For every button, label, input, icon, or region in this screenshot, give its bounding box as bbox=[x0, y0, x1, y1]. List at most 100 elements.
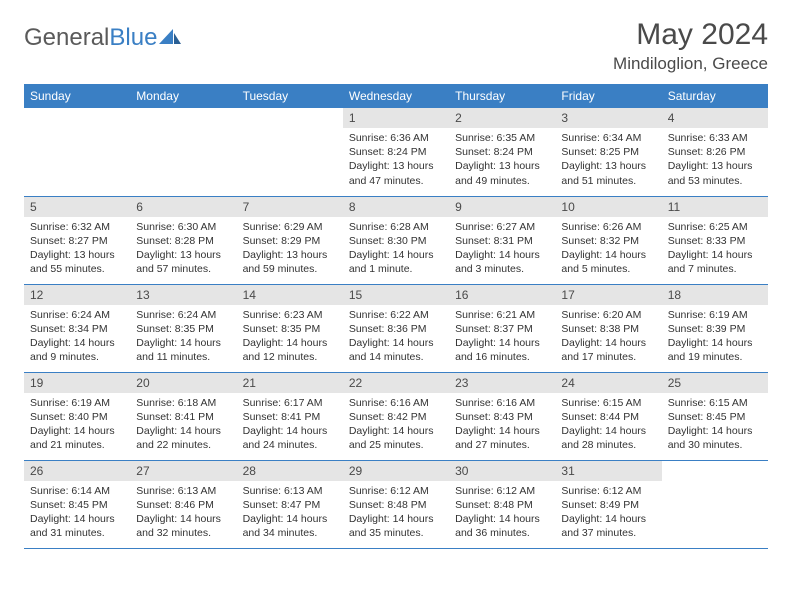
day-number: 8 bbox=[343, 197, 449, 217]
calendar-day-cell: 6Sunrise: 6:30 AMSunset: 8:28 PMDaylight… bbox=[130, 196, 236, 284]
day-details: Sunrise: 6:26 AMSunset: 8:32 PMDaylight:… bbox=[555, 217, 661, 282]
day-details: Sunrise: 6:16 AMSunset: 8:42 PMDaylight:… bbox=[343, 393, 449, 458]
brand-logo: GeneralBlue bbox=[24, 18, 181, 52]
calendar-day-cell: 5Sunrise: 6:32 AMSunset: 8:27 PMDaylight… bbox=[24, 196, 130, 284]
day-details: Sunrise: 6:17 AMSunset: 8:41 PMDaylight:… bbox=[237, 393, 343, 458]
day-number: 31 bbox=[555, 461, 661, 481]
calendar-day-cell: 17Sunrise: 6:20 AMSunset: 8:38 PMDayligh… bbox=[555, 284, 661, 372]
calendar-day-cell: 23Sunrise: 6:16 AMSunset: 8:43 PMDayligh… bbox=[449, 372, 555, 460]
calendar-day-cell: 26Sunrise: 6:14 AMSunset: 8:45 PMDayligh… bbox=[24, 460, 130, 548]
day-number: 18 bbox=[662, 285, 768, 305]
day-number: 13 bbox=[130, 285, 236, 305]
day-details: Sunrise: 6:21 AMSunset: 8:37 PMDaylight:… bbox=[449, 305, 555, 370]
day-number: 7 bbox=[237, 197, 343, 217]
weekday-header: Monday bbox=[130, 84, 236, 108]
day-number: 24 bbox=[555, 373, 661, 393]
day-number: 14 bbox=[237, 285, 343, 305]
calendar-body: 1Sunrise: 6:36 AMSunset: 8:24 PMDaylight… bbox=[24, 108, 768, 548]
day-number: 12 bbox=[24, 285, 130, 305]
day-number: 25 bbox=[662, 373, 768, 393]
day-details: Sunrise: 6:18 AMSunset: 8:41 PMDaylight:… bbox=[130, 393, 236, 458]
day-details: Sunrise: 6:12 AMSunset: 8:49 PMDaylight:… bbox=[555, 481, 661, 546]
calendar-day-cell: 12Sunrise: 6:24 AMSunset: 8:34 PMDayligh… bbox=[24, 284, 130, 372]
day-number: 26 bbox=[24, 461, 130, 481]
day-number: 19 bbox=[24, 373, 130, 393]
day-number: 17 bbox=[555, 285, 661, 305]
weekday-header: Saturday bbox=[662, 84, 768, 108]
day-number: 22 bbox=[343, 373, 449, 393]
weekday-header-row: SundayMondayTuesdayWednesdayThursdayFrid… bbox=[24, 84, 768, 108]
calendar-page: GeneralBlue May 2024 Mindiloglion, Greec… bbox=[0, 0, 792, 567]
day-details: Sunrise: 6:14 AMSunset: 8:45 PMDaylight:… bbox=[24, 481, 130, 546]
day-number: 3 bbox=[555, 108, 661, 128]
day-number: 21 bbox=[237, 373, 343, 393]
day-details: Sunrise: 6:28 AMSunset: 8:30 PMDaylight:… bbox=[343, 217, 449, 282]
day-details: Sunrise: 6:30 AMSunset: 8:28 PMDaylight:… bbox=[130, 217, 236, 282]
calendar-day-cell: 27Sunrise: 6:13 AMSunset: 8:46 PMDayligh… bbox=[130, 460, 236, 548]
day-number: 23 bbox=[449, 373, 555, 393]
calendar-day-cell: 8Sunrise: 6:28 AMSunset: 8:30 PMDaylight… bbox=[343, 196, 449, 284]
weekday-header: Thursday bbox=[449, 84, 555, 108]
calendar-day-cell bbox=[662, 460, 768, 548]
day-details: Sunrise: 6:19 AMSunset: 8:40 PMDaylight:… bbox=[24, 393, 130, 458]
weekday-header: Wednesday bbox=[343, 84, 449, 108]
day-details: Sunrise: 6:25 AMSunset: 8:33 PMDaylight:… bbox=[662, 217, 768, 282]
calendar-day-cell: 1Sunrise: 6:36 AMSunset: 8:24 PMDaylight… bbox=[343, 108, 449, 196]
calendar-day-cell: 10Sunrise: 6:26 AMSunset: 8:32 PMDayligh… bbox=[555, 196, 661, 284]
calendar-day-cell: 22Sunrise: 6:16 AMSunset: 8:42 PMDayligh… bbox=[343, 372, 449, 460]
day-number: 2 bbox=[449, 108, 555, 128]
day-number: 4 bbox=[662, 108, 768, 128]
calendar-day-cell: 18Sunrise: 6:19 AMSunset: 8:39 PMDayligh… bbox=[662, 284, 768, 372]
day-number: 11 bbox=[662, 197, 768, 217]
day-number: 16 bbox=[449, 285, 555, 305]
calendar-day-cell bbox=[24, 108, 130, 196]
day-details: Sunrise: 6:36 AMSunset: 8:24 PMDaylight:… bbox=[343, 128, 449, 193]
calendar-day-cell: 13Sunrise: 6:24 AMSunset: 8:35 PMDayligh… bbox=[130, 284, 236, 372]
day-details: Sunrise: 6:32 AMSunset: 8:27 PMDaylight:… bbox=[24, 217, 130, 282]
title-block: May 2024 Mindiloglion, Greece bbox=[613, 18, 768, 74]
calendar-week-row: 19Sunrise: 6:19 AMSunset: 8:40 PMDayligh… bbox=[24, 372, 768, 460]
day-number: 1 bbox=[343, 108, 449, 128]
calendar-day-cell: 25Sunrise: 6:15 AMSunset: 8:45 PMDayligh… bbox=[662, 372, 768, 460]
day-details: Sunrise: 6:13 AMSunset: 8:46 PMDaylight:… bbox=[130, 481, 236, 546]
day-details: Sunrise: 6:20 AMSunset: 8:38 PMDaylight:… bbox=[555, 305, 661, 370]
day-number: 15 bbox=[343, 285, 449, 305]
weekday-header: Friday bbox=[555, 84, 661, 108]
day-details: Sunrise: 6:24 AMSunset: 8:34 PMDaylight:… bbox=[24, 305, 130, 370]
day-details: Sunrise: 6:29 AMSunset: 8:29 PMDaylight:… bbox=[237, 217, 343, 282]
brand-gray: General bbox=[24, 24, 109, 51]
calendar-day-cell: 15Sunrise: 6:22 AMSunset: 8:36 PMDayligh… bbox=[343, 284, 449, 372]
calendar-day-cell: 30Sunrise: 6:12 AMSunset: 8:48 PMDayligh… bbox=[449, 460, 555, 548]
calendar-day-cell: 21Sunrise: 6:17 AMSunset: 8:41 PMDayligh… bbox=[237, 372, 343, 460]
day-details: Sunrise: 6:12 AMSunset: 8:48 PMDaylight:… bbox=[343, 481, 449, 546]
calendar-week-row: 5Sunrise: 6:32 AMSunset: 8:27 PMDaylight… bbox=[24, 196, 768, 284]
calendar-week-row: 1Sunrise: 6:36 AMSunset: 8:24 PMDaylight… bbox=[24, 108, 768, 196]
calendar-day-cell: 3Sunrise: 6:34 AMSunset: 8:25 PMDaylight… bbox=[555, 108, 661, 196]
day-details: Sunrise: 6:23 AMSunset: 8:35 PMDaylight:… bbox=[237, 305, 343, 370]
location-text: Mindiloglion, Greece bbox=[613, 54, 768, 74]
day-number: 6 bbox=[130, 197, 236, 217]
calendar-week-row: 12Sunrise: 6:24 AMSunset: 8:34 PMDayligh… bbox=[24, 284, 768, 372]
calendar-day-cell: 19Sunrise: 6:19 AMSunset: 8:40 PMDayligh… bbox=[24, 372, 130, 460]
day-details: Sunrise: 6:35 AMSunset: 8:24 PMDaylight:… bbox=[449, 128, 555, 193]
calendar-day-cell bbox=[130, 108, 236, 196]
calendar-day-cell: 29Sunrise: 6:12 AMSunset: 8:48 PMDayligh… bbox=[343, 460, 449, 548]
calendar-day-cell: 14Sunrise: 6:23 AMSunset: 8:35 PMDayligh… bbox=[237, 284, 343, 372]
day-details: Sunrise: 6:15 AMSunset: 8:44 PMDaylight:… bbox=[555, 393, 661, 458]
day-details: Sunrise: 6:19 AMSunset: 8:39 PMDaylight:… bbox=[662, 305, 768, 370]
day-number: 10 bbox=[555, 197, 661, 217]
day-number: 20 bbox=[130, 373, 236, 393]
calendar-day-cell: 20Sunrise: 6:18 AMSunset: 8:41 PMDayligh… bbox=[130, 372, 236, 460]
calendar-day-cell: 11Sunrise: 6:25 AMSunset: 8:33 PMDayligh… bbox=[662, 196, 768, 284]
day-details: Sunrise: 6:15 AMSunset: 8:45 PMDaylight:… bbox=[662, 393, 768, 458]
day-details: Sunrise: 6:13 AMSunset: 8:47 PMDaylight:… bbox=[237, 481, 343, 546]
calendar-table: SundayMondayTuesdayWednesdayThursdayFrid… bbox=[24, 84, 768, 549]
day-details: Sunrise: 6:24 AMSunset: 8:35 PMDaylight:… bbox=[130, 305, 236, 370]
day-details: Sunrise: 6:34 AMSunset: 8:25 PMDaylight:… bbox=[555, 128, 661, 193]
calendar-day-cell: 9Sunrise: 6:27 AMSunset: 8:31 PMDaylight… bbox=[449, 196, 555, 284]
weekday-header: Sunday bbox=[24, 84, 130, 108]
day-details: Sunrise: 6:22 AMSunset: 8:36 PMDaylight:… bbox=[343, 305, 449, 370]
brand-blue: Blue bbox=[109, 24, 157, 51]
calendar-day-cell: 2Sunrise: 6:35 AMSunset: 8:24 PMDaylight… bbox=[449, 108, 555, 196]
header: GeneralBlue May 2024 Mindiloglion, Greec… bbox=[24, 18, 768, 74]
